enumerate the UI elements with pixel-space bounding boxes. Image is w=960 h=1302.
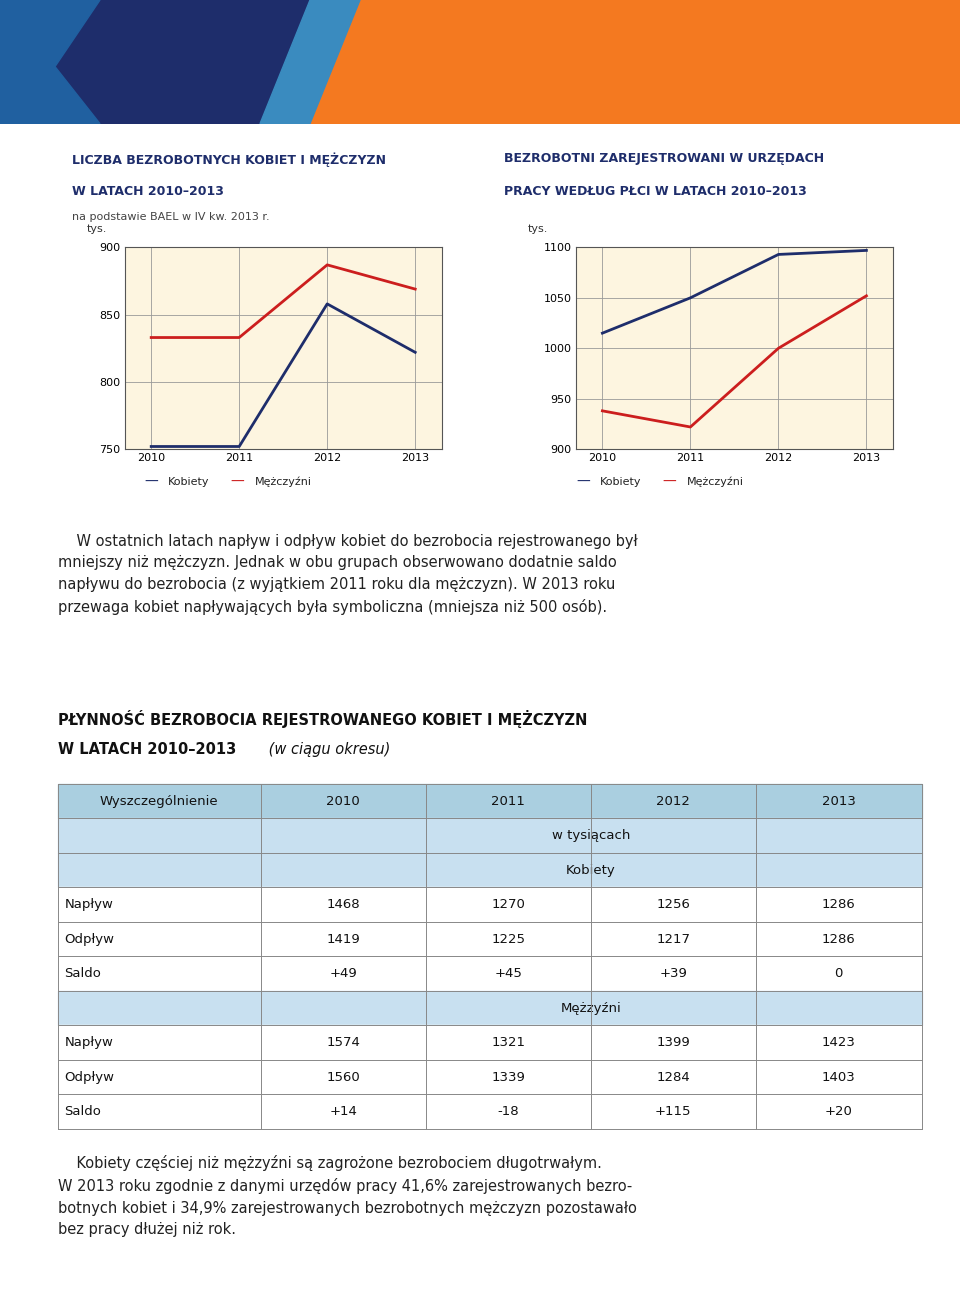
Polygon shape	[0, 0, 100, 124]
Text: 1321: 1321	[492, 1036, 525, 1049]
Text: Mężczyźni: Mężczyźni	[686, 477, 743, 487]
Text: w tysiącach: w tysiącach	[552, 829, 631, 842]
Text: +49: +49	[329, 967, 357, 980]
Text: 1286: 1286	[822, 932, 855, 945]
Text: PŁYNNOŚĆ BEZROBOCIA REJESTROWANEGO KOBIET I MĘŻCZYZN: PŁYNNOŚĆ BEZROBOCIA REJESTROWANEGO KOBIE…	[58, 710, 587, 728]
Text: 1286: 1286	[822, 898, 855, 911]
Text: 1560: 1560	[326, 1070, 360, 1083]
Text: Mężczyźni: Mężczyźni	[254, 477, 311, 487]
Text: 1574: 1574	[326, 1036, 360, 1049]
Text: 1217: 1217	[657, 932, 690, 945]
Bar	[58, 1060, 922, 1094]
Text: W LATACH 2010–2013: W LATACH 2010–2013	[58, 742, 236, 758]
Text: —: —	[662, 475, 676, 488]
Text: (w ciągu okresu): (w ciągu okresu)	[264, 742, 391, 758]
Text: PRACY WEDŁUG PŁCI W LATACH 2010–2013: PRACY WEDŁUG PŁCI W LATACH 2010–2013	[504, 185, 806, 198]
Text: 1270: 1270	[492, 898, 525, 911]
Bar	[58, 922, 922, 956]
Text: Kobiety: Kobiety	[168, 477, 209, 487]
Text: Kobiety: Kobiety	[566, 863, 616, 876]
Text: 1423: 1423	[822, 1036, 855, 1049]
Text: 0: 0	[834, 967, 843, 980]
Polygon shape	[260, 0, 360, 124]
Text: 1399: 1399	[657, 1036, 690, 1049]
Text: 1339: 1339	[492, 1070, 525, 1083]
Text: Mężzyźni: Mężzyźni	[561, 1001, 621, 1014]
Text: LICZBA BEZROBOTNYCH KOBIET I MĘŻCZYZN: LICZBA BEZROBOTNYCH KOBIET I MĘŻCZYZN	[72, 152, 386, 167]
Bar	[58, 991, 922, 1026]
Text: +14: +14	[329, 1105, 357, 1118]
Text: Napływ: Napływ	[64, 1036, 113, 1049]
Text: tys.: tys.	[528, 224, 548, 234]
Text: 1468: 1468	[326, 898, 360, 911]
Text: 2013: 2013	[822, 794, 855, 807]
Text: —: —	[230, 475, 244, 488]
Text: 1284: 1284	[657, 1070, 690, 1083]
Text: na podstawie BAEL w IV kw. 2013 r.: na podstawie BAEL w IV kw. 2013 r.	[72, 212, 270, 223]
Text: 1403: 1403	[822, 1070, 855, 1083]
Bar	[58, 956, 922, 991]
Text: —: —	[144, 475, 157, 488]
Text: Kobiety: Kobiety	[600, 477, 641, 487]
Bar	[58, 818, 922, 853]
Text: Odpływ: Odpływ	[64, 932, 114, 945]
Text: BEZROBOTNI ZAREJESTROWANI W URZĘDACH: BEZROBOTNI ZAREJESTROWANI W URZĘDACH	[504, 152, 824, 165]
Bar	[58, 1026, 922, 1060]
Bar	[58, 853, 922, 887]
Text: 2012: 2012	[657, 794, 690, 807]
Text: 1225: 1225	[492, 932, 525, 945]
Bar	[58, 1094, 922, 1129]
Text: Saldo: Saldo	[64, 1105, 102, 1118]
Text: tys.: tys.	[86, 224, 107, 234]
Text: —: —	[576, 475, 589, 488]
Polygon shape	[0, 0, 130, 124]
Text: W ostatnich latach napływ i odpływ kobiet do bezrobocia rejestrowanego był
mniej: W ostatnich latach napływ i odpływ kobie…	[58, 534, 637, 615]
Text: W LATACH 2010–2013: W LATACH 2010–2013	[72, 185, 224, 198]
Text: Saldo: Saldo	[64, 967, 102, 980]
Text: 1419: 1419	[326, 932, 360, 945]
Text: 2011: 2011	[492, 794, 525, 807]
Text: -18: -18	[497, 1105, 519, 1118]
Text: +20: +20	[825, 1105, 852, 1118]
Text: 1256: 1256	[657, 898, 690, 911]
Text: +115: +115	[655, 1105, 691, 1118]
Text: +39: +39	[660, 967, 687, 980]
Text: 2010: 2010	[326, 794, 360, 807]
Text: Odpływ: Odpływ	[64, 1070, 114, 1083]
Text: Napływ: Napływ	[64, 898, 113, 911]
Text: Kobiety częściej niż mężzyźni są zagrożone bezrobociem długotrwałym.
W 2013 roku: Kobiety częściej niż mężzyźni są zagrożo…	[58, 1155, 636, 1237]
Bar	[58, 784, 922, 818]
Polygon shape	[0, 0, 310, 124]
Polygon shape	[0, 0, 310, 124]
Bar	[58, 887, 922, 922]
Text: Wyszczególnienie: Wyszczególnienie	[100, 794, 219, 807]
Text: +45: +45	[494, 967, 522, 980]
